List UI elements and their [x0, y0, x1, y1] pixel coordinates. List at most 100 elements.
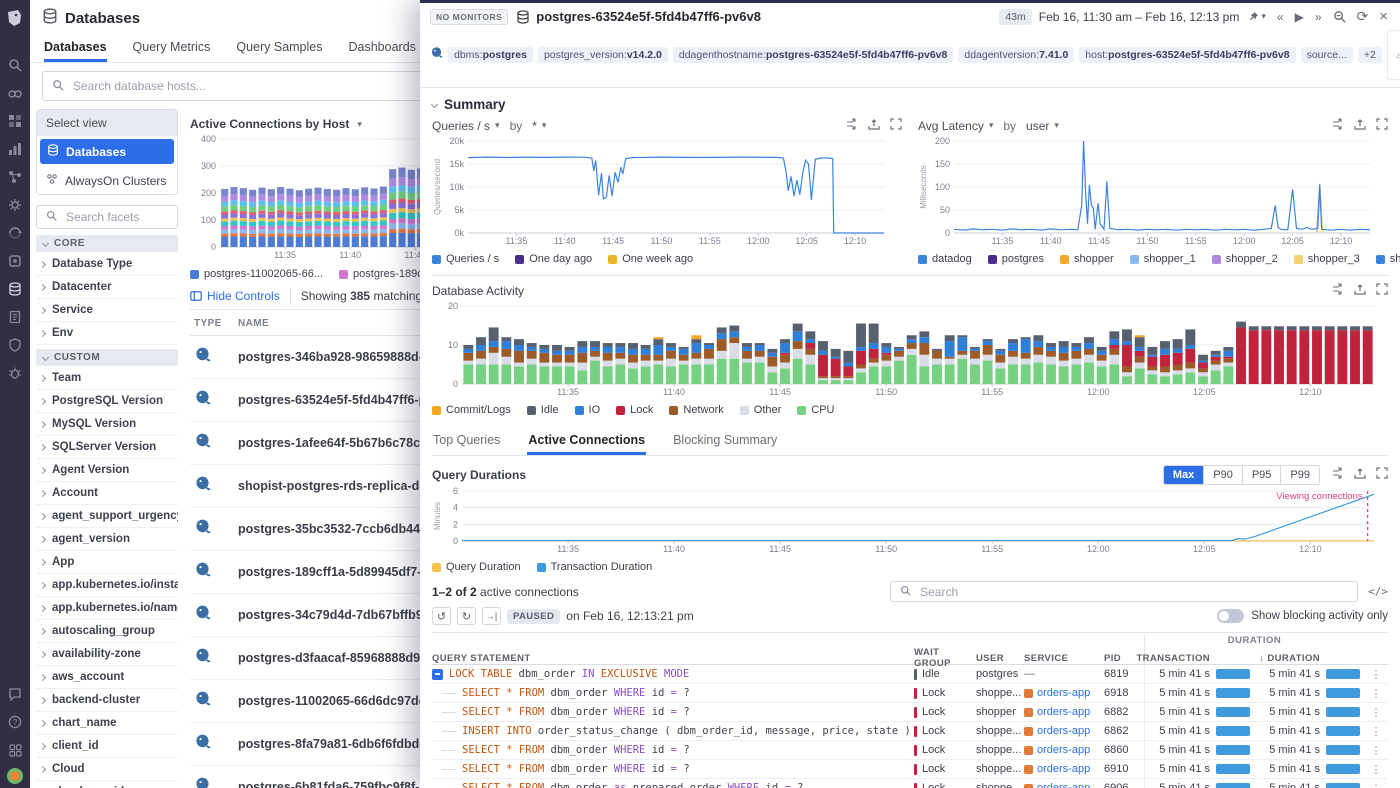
settings-gear-icon[interactable] [0, 191, 30, 219]
kebab-menu-icon[interactable]: ⋮ [1370, 687, 1382, 700]
host-tag[interactable]: host:postgres-63524e5f-5fd4b47ff6-pv6v8 [1079, 47, 1296, 63]
facet-agent-version[interactable]: Agent Version [36, 459, 178, 482]
metric-selector[interactable]: Avg Latency ▾ [918, 118, 994, 133]
facet-aws-account[interactable]: aws_account [36, 666, 178, 689]
legend-item[interactable]: postgres [987, 253, 1044, 265]
service-link[interactable]: orders-app [1037, 744, 1091, 756]
connection-row[interactable]: SELECT * FROM dbm_order WHERE id = ? Lock… [432, 760, 1388, 779]
collapse-icon[interactable] [432, 668, 443, 680]
time-back-button[interactable]: « [1276, 9, 1284, 24]
facet-account[interactable]: Account [36, 482, 178, 505]
tab-dashboards[interactable]: Dashboards▾ [349, 33, 426, 62]
code-view-icon[interactable]: </> [1368, 585, 1388, 598]
connection-row[interactable]: SELECT * FROM dbm_order WHERE id = ? Lock… [432, 703, 1388, 722]
close-icon[interactable]: × [1379, 8, 1388, 25]
tab-active-connections[interactable]: Active Connections [527, 426, 646, 455]
time-play-button[interactable]: ▶ [1294, 9, 1304, 24]
host-tag[interactable]: source... [1300, 47, 1353, 63]
queries-per-second-chart[interactable]: 0k 5k 10k 15k 20k 11:35 11:40 11:45 11:50 11:55 12… [432, 135, 902, 252]
facet-postgresql-version[interactable]: PostgreSQL Version [36, 390, 178, 413]
avg-latency-chart[interactable]: 0 50 100 150 200 11:35 11:40 11:45 11:50 11:55 12:… [918, 135, 1388, 252]
service-link[interactable]: orders-app [1037, 782, 1091, 788]
legend-item[interactable]: shopper_3 [1293, 253, 1360, 265]
legend-item[interactable]: Commit/Logs [432, 404, 511, 416]
database-activity-chart[interactable]: 0 10 20 11:35 11:40 11:45 11:50 11:55 12:00 12:05… [432, 300, 1388, 403]
facet-client-id[interactable]: client_id [36, 735, 178, 758]
split-graph-icon[interactable] [1332, 118, 1344, 133]
facet-search-input[interactable] [64, 209, 178, 225]
fullscreen-icon[interactable] [1376, 118, 1388, 133]
facet-mysql-version[interactable]: MySQL Version [36, 413, 178, 436]
legend-item[interactable]: Lock [616, 404, 653, 416]
facet-availability-zone[interactable]: availability-zone [36, 643, 178, 666]
legend-item[interactable]: Other [739, 404, 781, 416]
kebab-menu-icon[interactable]: ⋮ [1370, 706, 1382, 719]
percentile-max-button[interactable]: Max [1163, 466, 1205, 484]
tab-query-samples[interactable]: Query Samples [236, 40, 323, 54]
time-forward-button[interactable]: » [1314, 9, 1322, 24]
databases-icon[interactable] [0, 275, 30, 303]
fullscreen-icon[interactable] [1376, 283, 1388, 298]
jump-to-latest-button[interactable]: →| [482, 607, 501, 625]
host-tag[interactable]: dbms:postgres [448, 47, 533, 63]
kebab-menu-icon[interactable]: ⋮ [1364, 782, 1388, 788]
tab-blocking-summary[interactable]: Blocking Summary [673, 433, 778, 447]
tab-top-queries[interactable]: Top Queries [433, 433, 501, 447]
percentile-p99-button[interactable]: P99 [1281, 466, 1319, 484]
legend-item[interactable]: Query Duration [432, 561, 521, 573]
legend-item[interactable]: CPU [797, 404, 835, 416]
legend-item[interactable]: shopper_1 [1129, 253, 1196, 265]
export-icon[interactable] [1354, 118, 1366, 133]
facet-group-core[interactable]: CORE [36, 235, 178, 252]
view-option-alwayson-clusters[interactable]: AlwaysOn Clusters [37, 167, 177, 194]
setup-issues-button[interactable]: Setup Issues (0) [1386, 30, 1400, 80]
host-tag[interactable]: +2 [1357, 47, 1382, 63]
legend-item[interactable]: postgres-11002065-66... [190, 268, 323, 280]
connection-row[interactable]: SELECT * FROM dbm_order WHERE id = ? Lock… [432, 741, 1388, 760]
group-selector[interactable]: * ▾ [532, 118, 547, 133]
notebooks-icon[interactable] [0, 303, 30, 331]
sorted-column-header[interactable]: ↓ DURATION [1259, 652, 1320, 664]
host-tag[interactable]: postgres_version:v14.2.0 [537, 47, 668, 63]
service-link[interactable]: orders-app [1037, 706, 1091, 718]
integrations-icon[interactable] [0, 247, 30, 275]
chat-icon[interactable] [0, 680, 30, 708]
help-icon[interactable]: ? [0, 708, 30, 736]
legend-item[interactable]: Idle [526, 404, 559, 416]
facet-group-custom[interactable]: CUSTOM [36, 349, 178, 366]
history-forward-button[interactable]: ↻ [457, 607, 476, 625]
metric-selector[interactable]: Queries / s ▾ [432, 118, 500, 133]
dashboards-icon[interactable] [0, 107, 30, 135]
tab-query-metrics[interactable]: Query Metrics [132, 40, 211, 54]
facet-service[interactable]: Service [36, 299, 178, 322]
facet-team[interactable]: Team [36, 367, 178, 390]
facet-app-kubernetes-io-name[interactable]: app.kubernetes.io/name [36, 597, 178, 620]
service-link[interactable]: orders-app [1037, 687, 1091, 699]
table-row[interactable]: postgres-6b81fda6-759fbc9f8f-hp4zh [190, 766, 1400, 788]
legend-item[interactable]: Queries / s [432, 253, 499, 265]
hide-controls-button[interactable]: Hide Controls [190, 289, 280, 303]
facet-database-type[interactable]: Database Type [36, 253, 178, 276]
percentile-p95-button[interactable]: P95 [1242, 466, 1282, 484]
kebab-menu-icon[interactable]: ⋮ [1370, 668, 1382, 681]
facet-agent-support-urgency[interactable]: agent_support_urgency [36, 505, 178, 528]
legend-item[interactable]: datadog [918, 253, 972, 265]
time-duration-badge[interactable]: 43m [999, 8, 1032, 25]
legend-item[interactable]: Transaction Duration [536, 561, 652, 573]
facet-app[interactable]: App [36, 551, 178, 574]
facet-backend-cluster[interactable]: backend-cluster [36, 689, 178, 712]
facet-datacenter[interactable]: Datacenter [36, 276, 178, 299]
facet-chart-name[interactable]: chart_name [36, 712, 178, 735]
facet-app-kubernetes-io-instance[interactable]: app.kubernetes.io/instance [36, 574, 178, 597]
service-link[interactable]: orders-app [1037, 763, 1091, 775]
watchdog-icon[interactable] [0, 79, 30, 107]
legend-item[interactable]: One day ago [515, 253, 592, 265]
blocking-activity-toggle[interactable] [1217, 609, 1245, 623]
connection-row[interactable]: INSERT INTO order_status_change ( dbm_or… [432, 722, 1388, 741]
fullscreen-icon[interactable] [890, 118, 902, 133]
view-option-databases[interactable]: Databases [40, 139, 174, 164]
tab-databases[interactable]: Databases [44, 33, 107, 62]
kebab-menu-icon[interactable]: ⋮ [1370, 744, 1382, 757]
legend-item[interactable]: IO [574, 404, 600, 416]
facet-cloud-provider[interactable]: cloud_provider [36, 781, 178, 788]
